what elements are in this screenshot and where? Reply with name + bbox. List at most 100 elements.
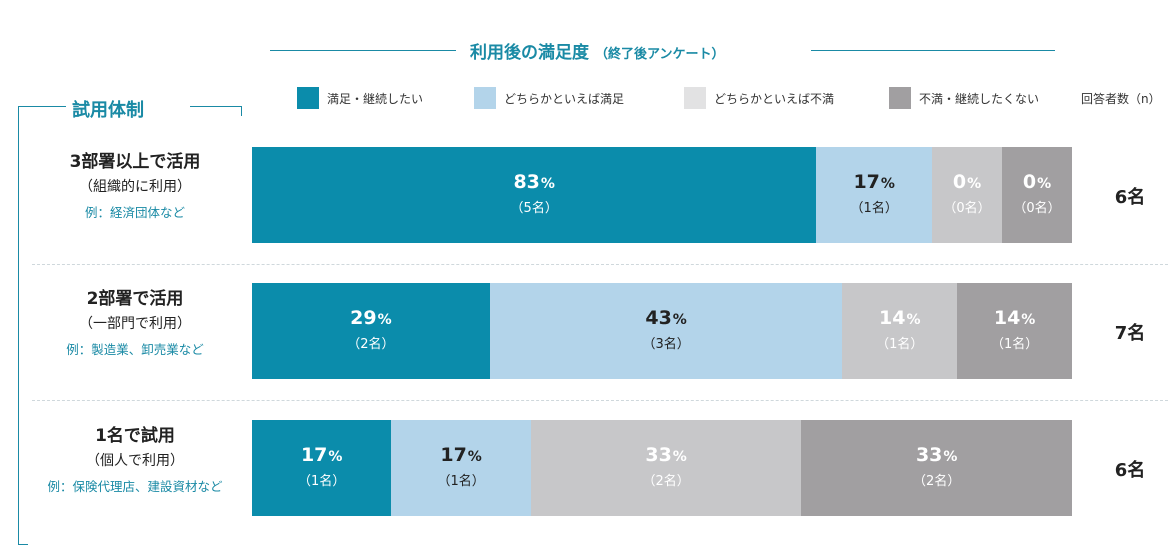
legend-label: どちらかといえば不満 <box>714 91 835 106</box>
segment-percent-value: 33 <box>915 444 943 466</box>
segment-percent-label: 17% <box>853 171 894 195</box>
segment-percent-unit: % <box>467 449 482 465</box>
bar-segment-somewhat-dissatisfied: 0% （0名） <box>932 147 1002 243</box>
segment-percent-unit: % <box>672 449 687 465</box>
legend-label: 不満・継続したくない <box>919 91 1040 106</box>
respondent-count: 7名 <box>1114 323 1146 344</box>
segment-percent-unit: % <box>328 449 343 465</box>
system-bracket-vertical <box>18 106 19 544</box>
segment-percent-value: 29 <box>350 307 377 329</box>
segment-percent-value: 43 <box>645 307 672 329</box>
segment-percent-unit: % <box>967 176 982 192</box>
row-subtitle: （一部門で利用） <box>79 316 191 332</box>
segment-percent-label: 0% <box>1023 171 1051 195</box>
segment-count-label: （1名） <box>876 337 924 352</box>
legend-swatch <box>474 87 496 109</box>
bar-segment-somewhat-dissatisfied: 14% （1名） <box>842 283 958 379</box>
row-subtitle: （組織的に利用） <box>79 179 191 195</box>
segment-percent-value: 0 <box>952 171 967 193</box>
segment-percent-value: 0 <box>1022 171 1037 193</box>
segment-percent-unit: % <box>906 312 921 328</box>
segment-percent-label: 14% <box>879 307 920 331</box>
chart-title-main: 利用後の満足度 <box>470 43 589 63</box>
bar-segment-dissatisfied-discontinue: 14% （1名） <box>957 283 1072 379</box>
legend-swatch <box>297 87 319 109</box>
segment-percent-value: 17 <box>440 444 467 466</box>
chart-title-block: 利用後の満足度 （終了後アンケート） <box>270 34 1055 68</box>
bar-segment-satisfied-continue: 29% （2名） <box>252 283 490 379</box>
row-label-3-depts: 3部署以上で活用 （組織的に利用） 例：経済団体など <box>30 150 240 224</box>
system-bracket-top-right <box>190 106 242 107</box>
bar-row-1-person: 17% （1名） 17% （1名） 33% （2名） 33% （2名） <box>252 420 1072 516</box>
legend-label: 満足・継続したい <box>327 91 424 106</box>
segment-percent-label: 33% <box>916 444 957 468</box>
row-title: 3部署以上で活用 <box>69 152 201 172</box>
segment-count-label: （1名） <box>437 474 485 489</box>
bar-segment-somewhat-satisfied: 43% （3名） <box>489 283 843 379</box>
chart-title-sub: （終了後アンケート） <box>595 47 725 62</box>
segment-count-label: （1名） <box>298 474 346 489</box>
segment-percent-label: 14% <box>994 307 1035 331</box>
segment-percent-unit: % <box>943 449 958 465</box>
segment-count-label: （0名） <box>1013 201 1061 216</box>
bar-row-3-depts: 83% （5名） 17% （1名） 0% （0名） 0% （0名） <box>252 147 1072 243</box>
bar-segment-somewhat-dissatisfied: 33% （2名） <box>530 420 802 516</box>
bar-segment-dissatisfied-discontinue: 0% （0名） <box>1002 147 1072 243</box>
segment-percent-label: 33% <box>645 444 686 468</box>
row-separator <box>32 400 1168 401</box>
segment-percent-label: 17% <box>440 444 481 468</box>
segment-percent-label: 0% <box>953 171 981 195</box>
bar-segment-somewhat-satisfied: 17% （1名） <box>391 420 531 516</box>
legend-label: どちらかといえば満足 <box>504 91 625 106</box>
bar-row-2-depts: 29% （2名） 43% （3名） 14% （1名） 14% （1名） <box>252 283 1072 379</box>
row-separator <box>32 264 1168 265</box>
respondent-count: 6名 <box>1114 187 1146 208</box>
row-example: 例：経済団体など <box>84 205 185 220</box>
segment-percent-label: 83% <box>513 171 554 195</box>
segment-count-label: （5名） <box>510 201 558 216</box>
system-label: 試用体制 <box>72 100 144 121</box>
segment-percent-value: 33 <box>645 444 672 466</box>
chart-title: 利用後の満足度 （終了後アンケート） <box>470 38 724 63</box>
title-rule-left <box>270 50 456 51</box>
legend-swatch <box>684 87 706 109</box>
segment-percent-value: 14 <box>993 307 1021 329</box>
system-bracket-bottom <box>18 544 28 545</box>
legend-item-somewhat-dissatisfied: どちらかといえば不満 <box>684 87 834 109</box>
system-bracket-tick <box>241 106 242 116</box>
row-label-1-person: 1名で試用 （個人で利用） 例：保険代理店、建設資材など <box>30 424 240 498</box>
legend: 満足・継続したい どちらかといえば満足 どちらかといえば不満 不満・継続したくな… <box>0 87 1172 111</box>
segment-percent-unit: % <box>672 312 687 328</box>
legend-item-somewhat-satisfied: どちらかといえば満足 <box>474 87 624 109</box>
row-title: 2部署で活用 <box>86 289 184 309</box>
bar-segment-somewhat-satisfied: 17% （1名） <box>816 147 932 243</box>
legend-swatch <box>889 87 911 109</box>
segment-percent-value: 14 <box>879 307 906 329</box>
row-title: 1名で試用 <box>95 426 175 446</box>
segment-count-label: （2名） <box>347 337 395 352</box>
segment-percent-value: 17 <box>853 171 880 193</box>
row-example: 例：製造業、卸売業など <box>66 342 204 357</box>
segment-count-label: （2名） <box>913 474 961 489</box>
title-rule-right <box>811 50 1055 51</box>
segment-percent-unit: % <box>1021 312 1036 328</box>
respondent-count-header: 回答者数（n） <box>1081 92 1161 106</box>
bar-segment-satisfied-continue: 17% （1名） <box>252 420 392 516</box>
row-label-2-depts: 2部署で活用 （一部門で利用） 例：製造業、卸売業など <box>30 287 240 361</box>
row-example: 例：保険代理店、建設資材など <box>47 479 223 494</box>
legend-item-dissatisfied-discontinue: 不満・継続したくない <box>889 87 1039 109</box>
segment-percent-unit: % <box>1037 176 1052 192</box>
segment-count-label: （2名） <box>642 474 690 489</box>
segment-percent-value: 17 <box>300 444 328 466</box>
segment-percent-label: 43% <box>645 307 686 331</box>
segment-percent-label: 29% <box>350 307 391 331</box>
segment-percent-unit: % <box>377 312 392 328</box>
respondent-count: 6名 <box>1114 460 1146 481</box>
segment-percent-unit: % <box>880 176 895 192</box>
segment-count-label: （3名） <box>642 337 690 352</box>
legend-item-satisfied-continue: 満足・継続したい <box>297 87 423 109</box>
segment-percent-label: 17% <box>301 444 342 468</box>
bar-segment-satisfied-continue: 83% （5名） <box>252 147 817 243</box>
segment-count-label: （1名） <box>850 201 898 216</box>
row-subtitle: （個人で利用） <box>86 453 184 469</box>
